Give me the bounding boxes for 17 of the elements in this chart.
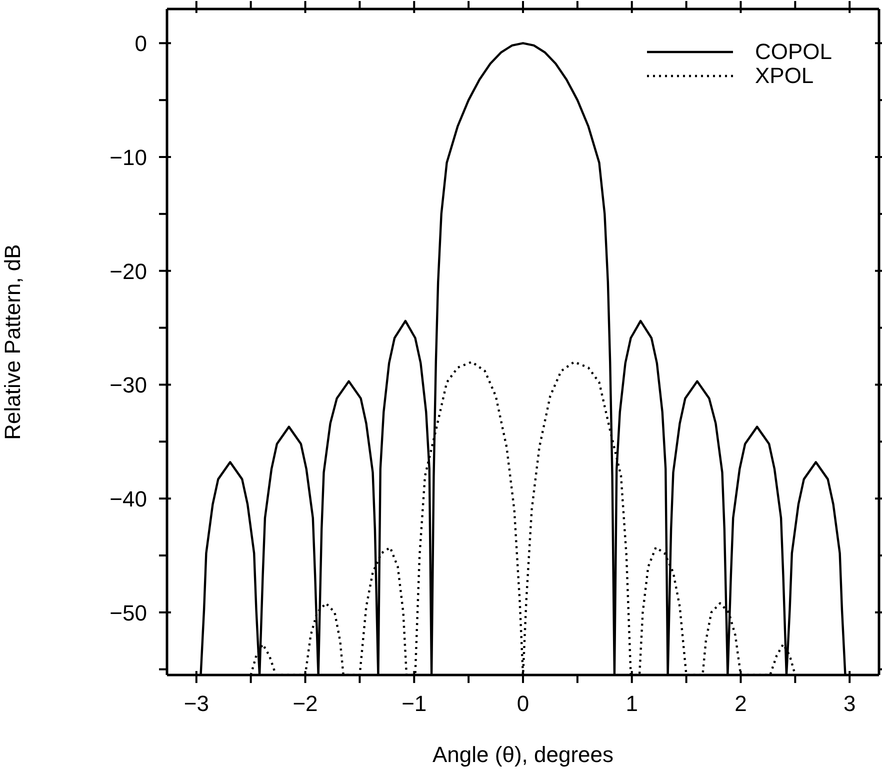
x-tick-label: 3 bbox=[843, 691, 856, 716]
y-tick-label: −10 bbox=[110, 145, 147, 170]
y-axis-title: Relative Pattern, dB bbox=[0, 244, 25, 440]
x-axis-title: Angle (θ), degrees bbox=[432, 742, 614, 767]
y-tick-label: −50 bbox=[110, 600, 147, 626]
y-tick-label: −20 bbox=[110, 258, 147, 284]
x-tick-label: 1 bbox=[626, 691, 638, 716]
legend-label: COPOL bbox=[754, 39, 832, 64]
y-tick-label: −30 bbox=[110, 372, 147, 398]
legend-label: XPOL bbox=[754, 63, 814, 88]
x-tick-label: −3 bbox=[184, 691, 209, 716]
x-tick-label: 2 bbox=[734, 691, 747, 716]
y-tick-label: 0 bbox=[134, 31, 147, 56]
x-tick-label: −1 bbox=[402, 691, 427, 716]
y-tick-label: −40 bbox=[110, 486, 147, 512]
x-tick-label: 0 bbox=[516, 691, 530, 716]
x-tick-label: −2 bbox=[292, 691, 318, 716]
